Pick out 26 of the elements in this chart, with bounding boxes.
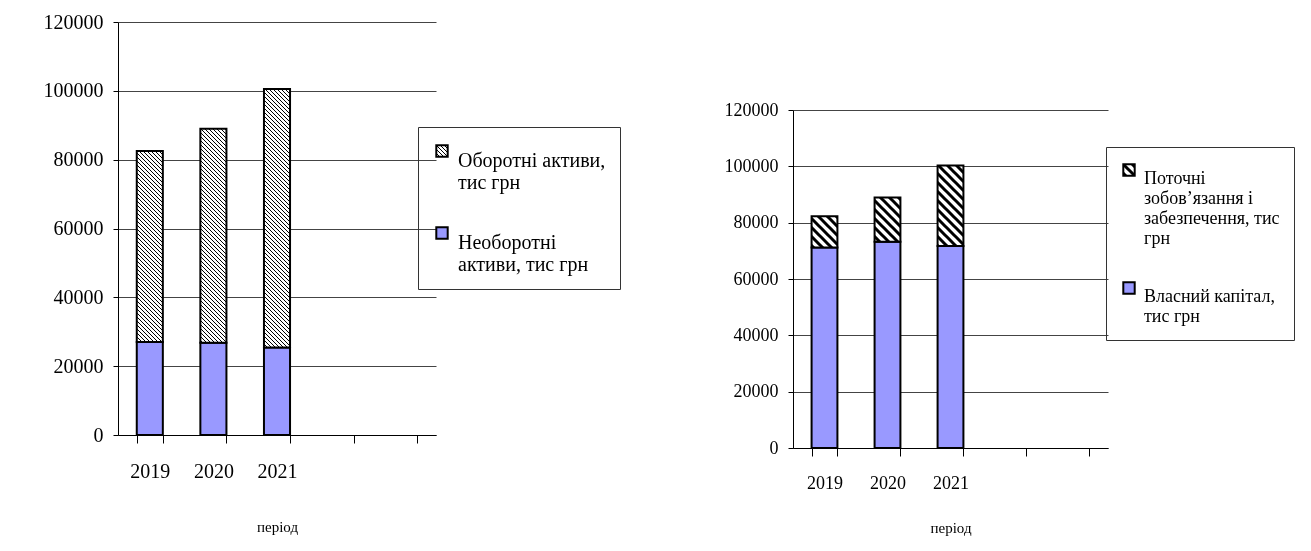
y-tick-label: 80000 <box>53 148 104 171</box>
y-tick-label: 0 <box>769 437 779 458</box>
x-axis-title: період <box>930 519 972 536</box>
y-tick-label: 60000 <box>733 268 779 289</box>
y-tick-label: 0 <box>93 423 104 446</box>
y-tick-label: 40000 <box>733 324 779 345</box>
legend-label: Необоротні активи, тис грн <box>458 231 589 276</box>
x-axis-title: період <box>256 518 299 535</box>
y-tick-label: 20000 <box>53 354 104 377</box>
y-tick-label: 20000 <box>733 381 779 402</box>
x-tick-label: 2019 <box>807 472 843 493</box>
x-tick-label: 2021 <box>257 459 298 482</box>
legend-label: Поточні зобов’язання і забезпечення, тис грн <box>1144 168 1280 248</box>
y-tick-label: 80000 <box>733 212 779 233</box>
y-tick-label: 60000 <box>53 217 104 239</box>
x-tick-label: 2020 <box>193 459 234 482</box>
y-tick-label: 120000 <box>724 99 779 120</box>
legend-label: Оборотні активи, тис грн <box>458 149 606 194</box>
y-tick-label: 40000 <box>53 285 104 308</box>
legend-label: Власний капітал, тис грн <box>1144 286 1275 326</box>
x-tick-label: 2021 <box>933 472 969 493</box>
y-tick-label: 120000 <box>43 10 104 33</box>
y-tick-label: 100000 <box>724 155 779 176</box>
y-tick-label: 100000 <box>43 79 104 102</box>
x-tick-label: 2020 <box>870 472 906 493</box>
x-tick-label: 2019 <box>130 459 171 482</box>
